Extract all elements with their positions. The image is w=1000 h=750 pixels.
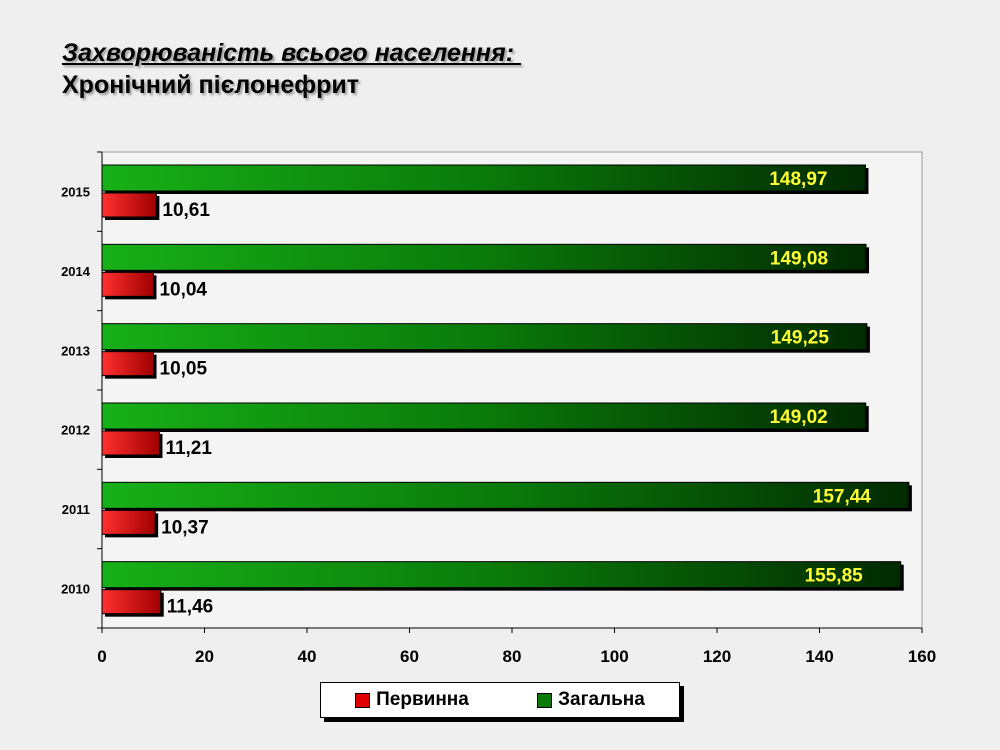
x-tick-label: 100 — [600, 647, 628, 666]
y-tick-label: 2013 — [61, 343, 90, 358]
y-tick-label: 2015 — [61, 185, 90, 200]
bar-total — [101, 561, 902, 589]
data-label-primary: 10,05 — [160, 359, 208, 380]
plot-area — [101, 151, 923, 629]
data-label-total: 149,02 — [770, 407, 828, 428]
data-label-primary: 11,21 — [165, 438, 212, 459]
x-tick-label: 60 — [400, 647, 419, 666]
bar-total — [101, 243, 867, 271]
data-label-total: 149,25 — [771, 328, 830, 349]
legend-label-primary: Первинна — [376, 689, 469, 710]
data-label-primary: 10,37 — [161, 517, 209, 538]
data-label-primary: 10,04 — [159, 279, 207, 300]
legend-item-primary: Первинна — [355, 689, 469, 711]
y-tick-label: 2014 — [61, 264, 91, 279]
bar-chart: 0 20 40 60 80 100 120 140 160 2015 148,97 10,61 2014… — [61, 151, 936, 666]
legend-swatch-primary — [355, 692, 371, 708]
bar-primary — [101, 271, 154, 297]
x-tick-label: 20 — [195, 647, 214, 666]
x-tick-label: 40 — [298, 647, 317, 666]
data-label-total: 149,08 — [770, 248, 828, 269]
chart-legend: Первинна Загальна — [320, 682, 680, 718]
chart-subtitle: Хронічний пієлонефрит — [62, 71, 359, 99]
legend-label-total: Загальна — [558, 689, 645, 710]
bar-primary — [101, 589, 162, 615]
data-label-total: 155,85 — [805, 566, 864, 587]
x-tick-label: 120 — [703, 647, 731, 666]
data-label-total: 157,44 — [813, 486, 872, 507]
bar-total — [101, 481, 910, 509]
legend-swatch-total — [537, 692, 553, 708]
y-tick-label: 2012 — [61, 423, 90, 438]
x-tick-label: 160 — [908, 647, 936, 666]
x-tick-label: 0 — [97, 647, 106, 666]
y-tick-label: 2010 — [61, 581, 90, 596]
x-tick-label: 80 — [503, 647, 522, 666]
bar-total — [101, 323, 868, 351]
bar-primary — [101, 430, 160, 456]
data-label-total: 148,97 — [769, 169, 827, 190]
bar-primary — [101, 509, 156, 535]
bar-total — [101, 164, 866, 192]
legend-item-total: Загальна — [537, 689, 645, 711]
x-tick-label: 140 — [805, 647, 833, 666]
data-label-primary: 10,61 — [162, 200, 210, 221]
chart-title: Захворюваність всього населення: — [62, 39, 522, 67]
title-block: Захворюваність всього населення: Хронічн… — [62, 38, 521, 102]
bar-total — [101, 402, 867, 430]
y-tick-label: 2011 — [62, 502, 90, 517]
bar-primary — [101, 351, 155, 377]
bar-primary — [101, 192, 157, 218]
data-label-primary: 11,46 — [167, 597, 214, 618]
